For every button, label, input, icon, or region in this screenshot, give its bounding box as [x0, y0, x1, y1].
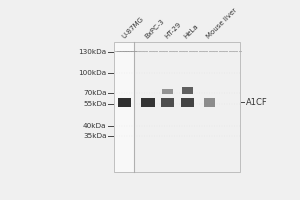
Text: 100kDa: 100kDa: [78, 70, 106, 76]
Bar: [114, 42, 134, 172]
Bar: [161, 98, 174, 107]
Text: 55kDa: 55kDa: [83, 101, 106, 107]
Text: U-87MG: U-87MG: [120, 16, 145, 40]
Bar: [118, 98, 131, 107]
Text: BxPC-3: BxPC-3: [144, 18, 165, 40]
Text: A1CF: A1CF: [246, 98, 267, 107]
Text: 40kDa: 40kDa: [83, 123, 106, 129]
Bar: [181, 98, 194, 107]
Text: HeLa: HeLa: [183, 23, 200, 40]
Bar: [141, 98, 155, 107]
Text: 130kDa: 130kDa: [78, 49, 106, 55]
Bar: [114, 42, 240, 172]
Text: Mouse liver: Mouse liver: [205, 8, 238, 40]
Bar: [204, 98, 215, 107]
Text: HT-29: HT-29: [164, 22, 182, 40]
Text: 70kDa: 70kDa: [83, 90, 106, 96]
Bar: [182, 87, 193, 94]
Bar: [134, 42, 240, 172]
Text: 35kDa: 35kDa: [83, 133, 106, 139]
Bar: [163, 89, 173, 94]
